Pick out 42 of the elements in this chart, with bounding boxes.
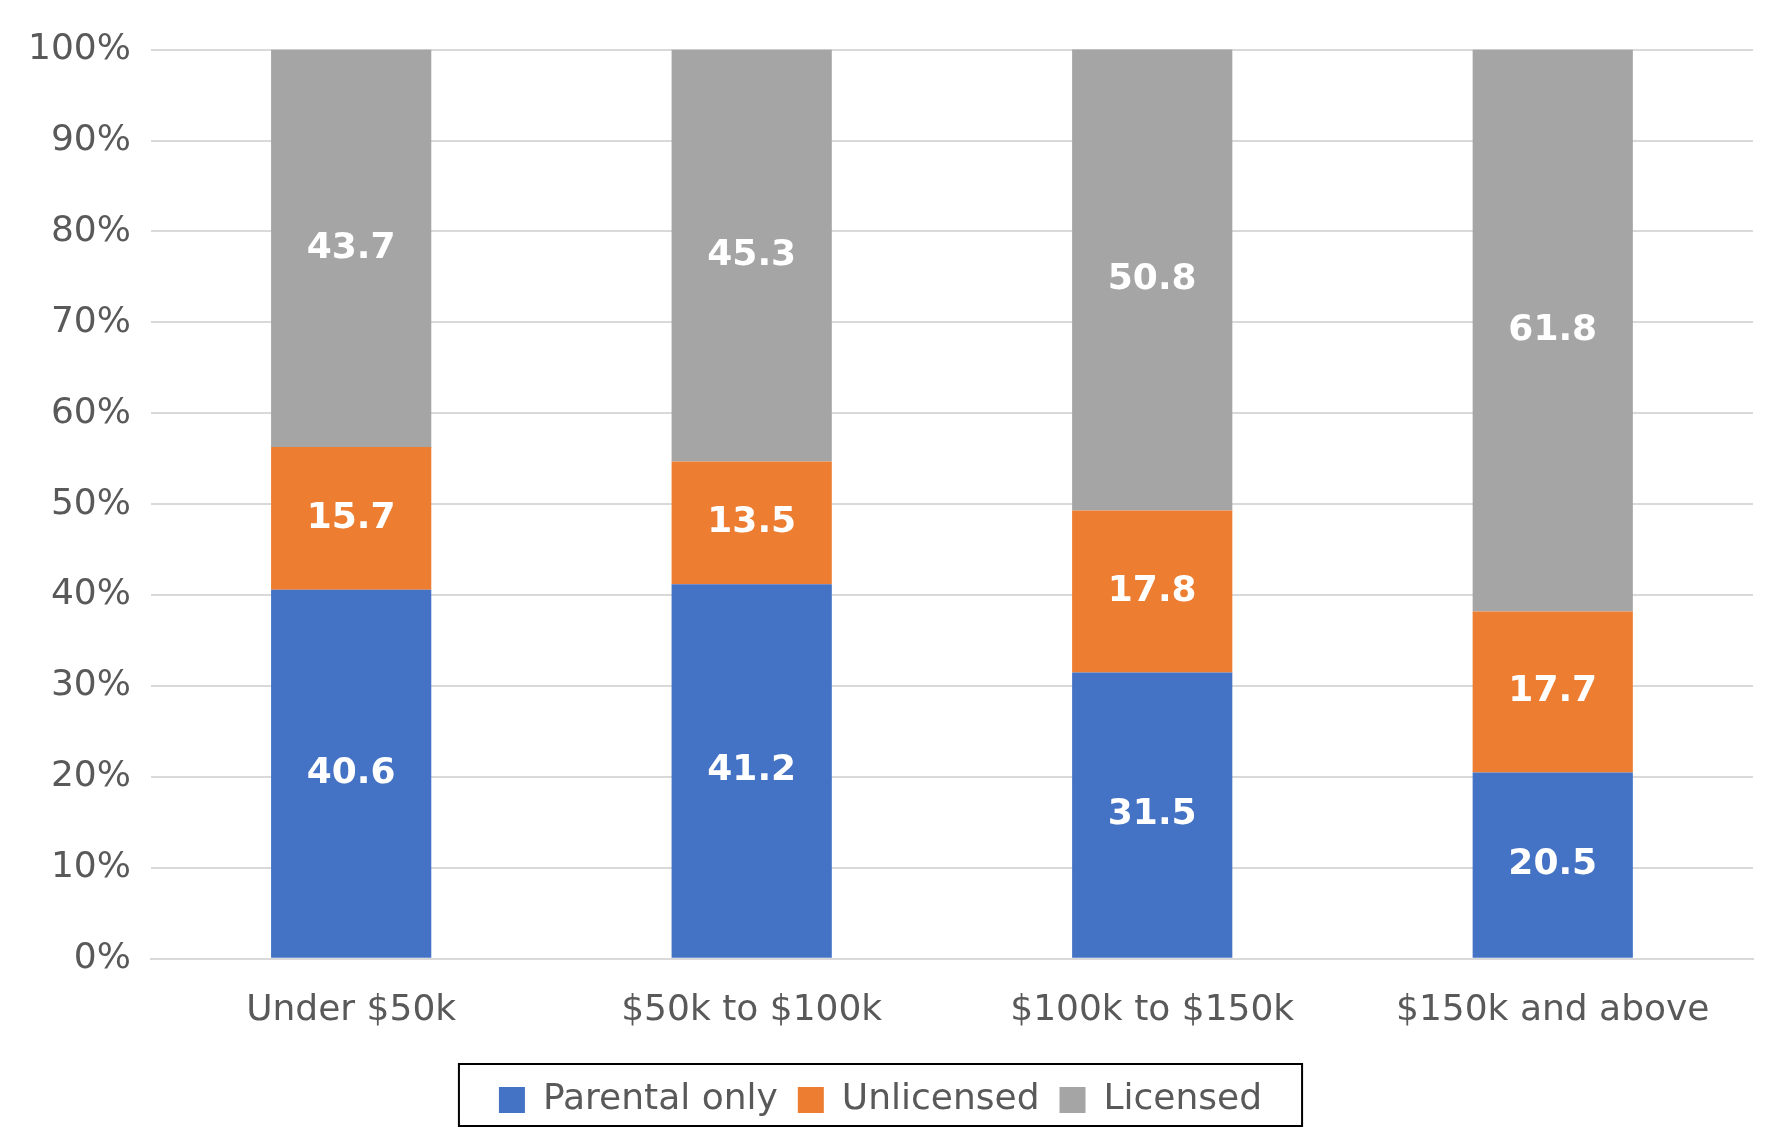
data-label: 61.8 — [1508, 306, 1598, 348]
data-label: 40.6 — [306, 750, 396, 792]
x-tick-label: $50k to $100k — [621, 986, 883, 1028]
bar — [671, 49, 832, 462]
bar — [271, 49, 432, 447]
legend-label: Unlicensed — [841, 1076, 1040, 1118]
bar — [271, 589, 432, 958]
data-label: 50.8 — [1107, 255, 1197, 297]
y-tick-label: 30% — [50, 662, 131, 704]
bar — [1072, 49, 1233, 511]
y-tick-label: 60% — [50, 389, 131, 431]
y-tick-label: 10% — [50, 844, 131, 886]
y-tick-label: 100% — [28, 25, 131, 67]
data-label: 45.3 — [707, 231, 797, 273]
x-tick-label: Under $50k — [246, 986, 457, 1028]
x-tick-label: $100k to $150k — [1010, 986, 1295, 1028]
data-label: 17.7 — [1508, 668, 1598, 710]
y-tick-label: 70% — [50, 298, 131, 340]
bar — [671, 584, 832, 958]
data-label: 20.5 — [1508, 841, 1598, 883]
data-label: 17.8 — [1107, 567, 1197, 609]
y-tick-label: 90% — [50, 116, 131, 158]
bar — [1072, 510, 1233, 673]
legend-label: Licensed — [1103, 1076, 1263, 1118]
y-tick-label: 20% — [50, 753, 131, 795]
bar — [1472, 611, 1633, 773]
y-tick-label: 80% — [50, 207, 131, 249]
bar — [1072, 672, 1233, 958]
legend-label: Parental only — [542, 1076, 778, 1118]
y-tick-label: 0% — [73, 935, 131, 977]
data-label: 13.5 — [707, 499, 797, 541]
data-label: 15.7 — [306, 494, 396, 536]
bar — [271, 446, 432, 590]
bar — [671, 461, 832, 585]
data-label: 41.2 — [707, 747, 797, 789]
y-tick-label: 50% — [50, 480, 131, 522]
data-label: 43.7 — [306, 224, 396, 266]
x-tick-label: $150k and above — [1396, 986, 1710, 1028]
bar — [1472, 49, 1633, 612]
bar — [1472, 772, 1633, 958]
data-label: 31.5 — [1107, 791, 1197, 833]
y-tick-label: 40% — [50, 571, 131, 613]
